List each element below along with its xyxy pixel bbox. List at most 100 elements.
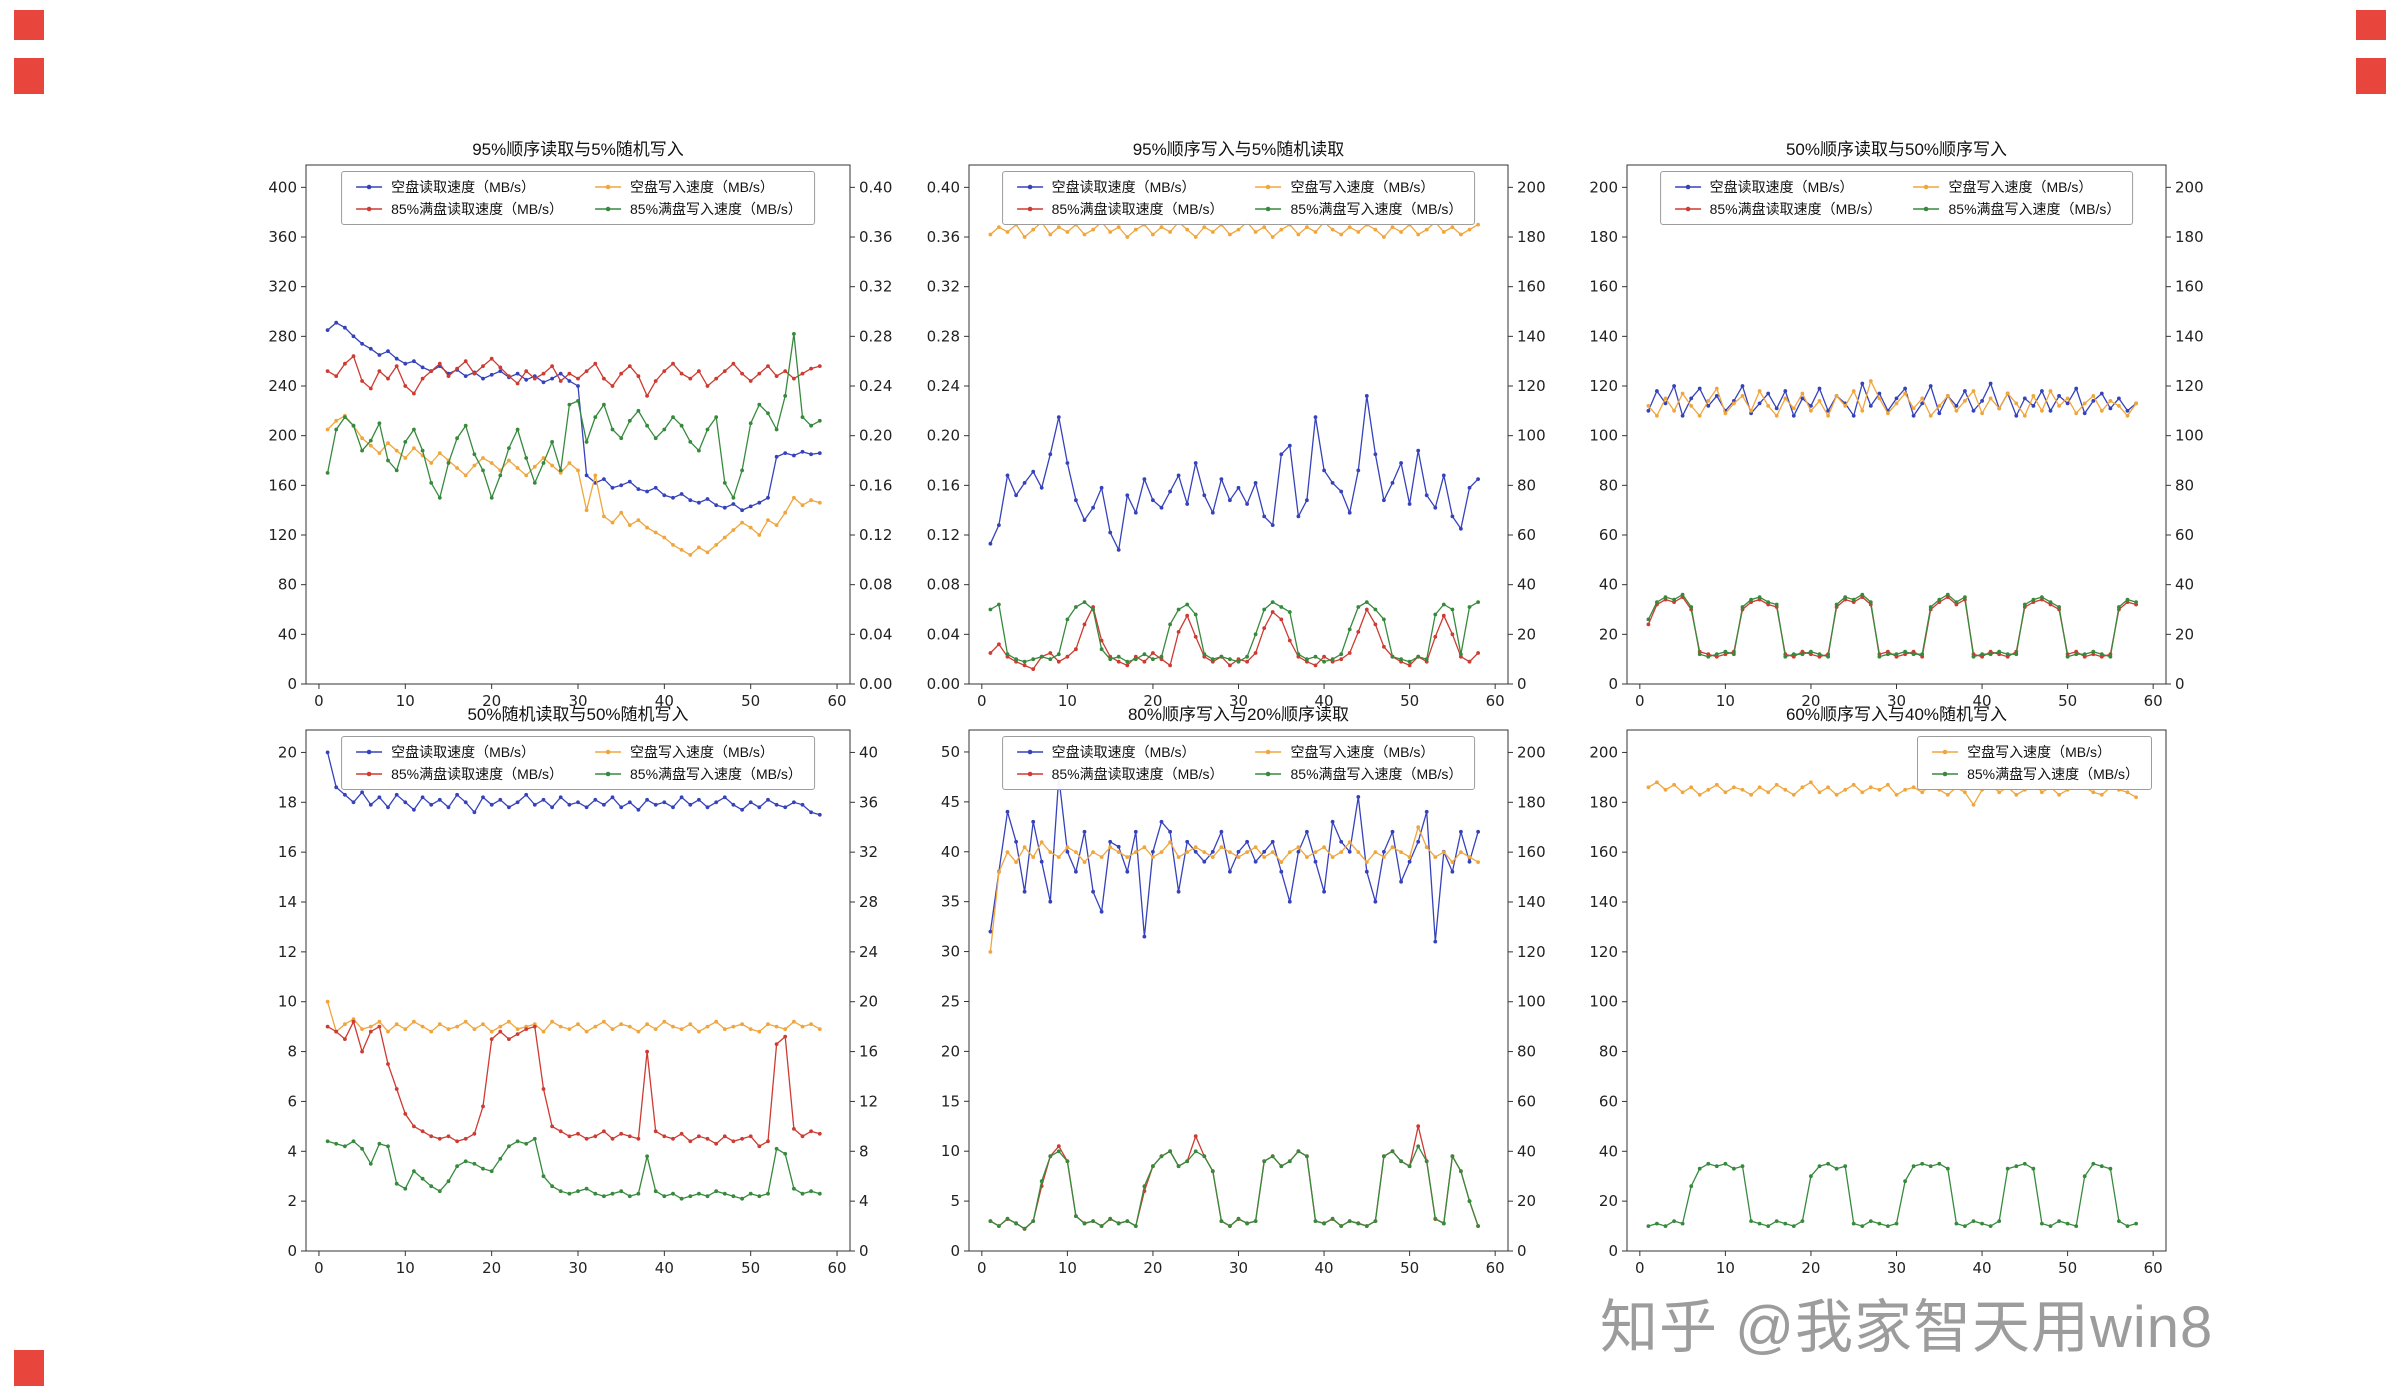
- svg-text:120: 120: [268, 526, 297, 544]
- legend-entry: 85%满盘写入速度（MB/s）: [593, 764, 802, 784]
- svg-text:0.24: 0.24: [927, 377, 960, 395]
- legend-line-sample: [1255, 206, 1282, 212]
- chart-60seq-write-40rand-write: 60%顺序写入与40%随机写入 0 10 20 30 40 50 60 0 20 40 60 80 10…: [1557, 686, 2236, 1285]
- svg-text:400: 400: [268, 178, 297, 196]
- svg-text:30: 30: [1887, 692, 1906, 710]
- svg-text:180: 180: [2175, 228, 2204, 246]
- legend-label: 85%满盘写入速度（MB/s）: [1948, 201, 2121, 217]
- svg-text:0: 0: [1608, 675, 1618, 693]
- red-edge-marker: [2356, 10, 2386, 40]
- svg-text:16: 16: [278, 843, 297, 861]
- legend-entry: 空盘写入速度（MB/s）: [1930, 742, 2139, 762]
- legend-entry: 85%满盘写入速度（MB/s）: [593, 199, 802, 219]
- legend: 空盘读取速度（MB/s） 空盘写入速度（MB/s） 85%满盘读取速度（MB/s） 8…: [1001, 171, 1476, 225]
- red-edge-marker: [14, 58, 44, 94]
- svg-text:40: 40: [655, 692, 674, 710]
- legend-line-sample: [1913, 206, 1940, 212]
- svg-text:10: 10: [1716, 1259, 1735, 1277]
- svg-text:80: 80: [1599, 476, 1618, 494]
- red-edge-marker: [14, 10, 44, 40]
- svg-text:40: 40: [1315, 1259, 1334, 1277]
- legend-line-sample: [356, 206, 383, 212]
- svg-text:0.28: 0.28: [927, 327, 960, 345]
- legend-label: 空盘写入速度（MB/s）: [630, 744, 774, 760]
- svg-text:140: 140: [1517, 893, 1546, 911]
- svg-text:0: 0: [1517, 1242, 1527, 1260]
- svg-text:60: 60: [1599, 526, 1618, 544]
- svg-text:0.12: 0.12: [927, 526, 960, 544]
- svg-text:40: 40: [1517, 1142, 1536, 1160]
- svg-text:20: 20: [1517, 1192, 1536, 1210]
- svg-text:50: 50: [1400, 692, 1419, 710]
- svg-text:20: 20: [1517, 625, 1536, 643]
- plot-area: 0 10 20 30 40 50 60 0 20 40 60 80 100 120 140 160 180 200: [1589, 729, 2167, 1277]
- svg-text:20: 20: [941, 1042, 960, 1060]
- svg-text:10: 10: [1716, 692, 1735, 710]
- legend-line-sample: [1674, 184, 1701, 190]
- svg-text:60: 60: [1486, 1259, 1505, 1277]
- svg-text:60: 60: [2144, 692, 2163, 710]
- svg-text:20: 20: [1599, 1192, 1618, 1210]
- svg-text:60: 60: [2144, 1259, 2163, 1277]
- svg-text:180: 180: [1589, 228, 1618, 246]
- plot-area: 0 10 20 30 40 50 60020406080100120140160180200…: [1589, 164, 2204, 710]
- legend-line-sample: [1255, 771, 1282, 777]
- plot-area: 0 10 20 30 40 50 60 0 5 10 15 20 25 30 35 40 45 50 0 20 40 60…: [941, 729, 1546, 1277]
- plot-area: 0 10 20 30 40 50 60 0 40 80 120 160 200 240 280 320 360 4…: [268, 164, 892, 710]
- legend-entry: 空盘读取速度（MB/s）: [354, 742, 563, 762]
- legend-line-sample: [356, 184, 383, 190]
- svg-text:20: 20: [1801, 1259, 1820, 1277]
- legend-line-sample: [595, 206, 621, 212]
- legend-label: 85%满盘写入速度（MB/s）: [630, 201, 802, 217]
- svg-text:120: 120: [1589, 377, 1618, 395]
- svg-text:120: 120: [2175, 377, 2204, 395]
- legend-entry: 85%满盘读取速度（MB/s）: [354, 199, 563, 219]
- svg-text:40: 40: [1315, 692, 1334, 710]
- svg-text:160: 160: [268, 476, 297, 494]
- legend-line-sample: [1016, 771, 1043, 777]
- svg-text:180: 180: [1589, 793, 1618, 811]
- legend-label: 85%满盘读取速度（MB/s）: [1051, 201, 1224, 217]
- svg-text:0: 0: [314, 692, 324, 710]
- svg-text:100: 100: [1589, 993, 1618, 1011]
- svg-text:100: 100: [2175, 427, 2204, 445]
- svg-text:14: 14: [278, 893, 297, 911]
- legend-label: 空盘写入速度（MB/s）: [1290, 744, 1435, 760]
- legend-entry: 空盘写入速度（MB/s）: [1254, 177, 1463, 197]
- svg-text:140: 140: [1589, 327, 1618, 345]
- chart-80seq-write-20seq-read: 80%顺序写入与20%顺序读取 0 10 20 30 40 50 60 0 5 10 15 20 25 3…: [899, 686, 1578, 1285]
- svg-text:60: 60: [828, 692, 847, 710]
- legend-entry: 空盘读取速度（MB/s）: [354, 177, 563, 197]
- svg-text:6: 6: [287, 1092, 297, 1110]
- svg-text:32: 32: [859, 843, 878, 861]
- svg-text:10: 10: [396, 692, 415, 710]
- legend-label: 空盘读取速度（MB/s）: [1709, 179, 1854, 195]
- legend-entry: 85%满盘写入速度（MB/s）: [1912, 199, 2121, 219]
- legend-entry: 空盘读取速度（MB/s）: [1673, 177, 1882, 197]
- legend-label: 85%满盘写入速度（MB/s）: [1967, 766, 2139, 782]
- legend-line-sample: [356, 771, 383, 777]
- legend-entry: 空盘读取速度（MB/s）: [1015, 177, 1224, 197]
- legend-label: 空盘读取速度（MB/s）: [391, 744, 535, 760]
- legend-entry: 85%满盘写入速度（MB/s）: [1254, 199, 1462, 219]
- legend: 空盘读取速度（MB/s） 空盘写入速度（MB/s） 85%满盘读取速度（MB/s） 8…: [341, 171, 815, 225]
- svg-text:140: 140: [1517, 327, 1546, 345]
- red-edge-marker: [2356, 58, 2386, 94]
- svg-text:40: 40: [1517, 576, 1536, 594]
- svg-text:0.08: 0.08: [927, 576, 960, 594]
- svg-text:60: 60: [828, 1259, 847, 1277]
- watermark: 知乎 @我家智天用win8: [1600, 1295, 2214, 1360]
- svg-text:0.28: 0.28: [859, 327, 892, 345]
- svg-text:18: 18: [278, 793, 297, 811]
- svg-text:40: 40: [655, 1259, 674, 1277]
- svg-text:240: 240: [268, 377, 297, 395]
- svg-text:20: 20: [1801, 692, 1820, 710]
- svg-text:0: 0: [314, 1259, 324, 1277]
- svg-text:280: 280: [268, 327, 297, 345]
- chart-title: 95%顺序读取与5%随机写入: [472, 140, 684, 159]
- legend-label: 空盘读取速度（MB/s）: [391, 179, 535, 195]
- legend-label: 空盘写入速度（MB/s）: [1948, 179, 2093, 195]
- svg-text:20: 20: [1143, 692, 1162, 710]
- svg-text:40: 40: [2175, 576, 2194, 594]
- svg-text:10: 10: [1058, 1259, 1077, 1277]
